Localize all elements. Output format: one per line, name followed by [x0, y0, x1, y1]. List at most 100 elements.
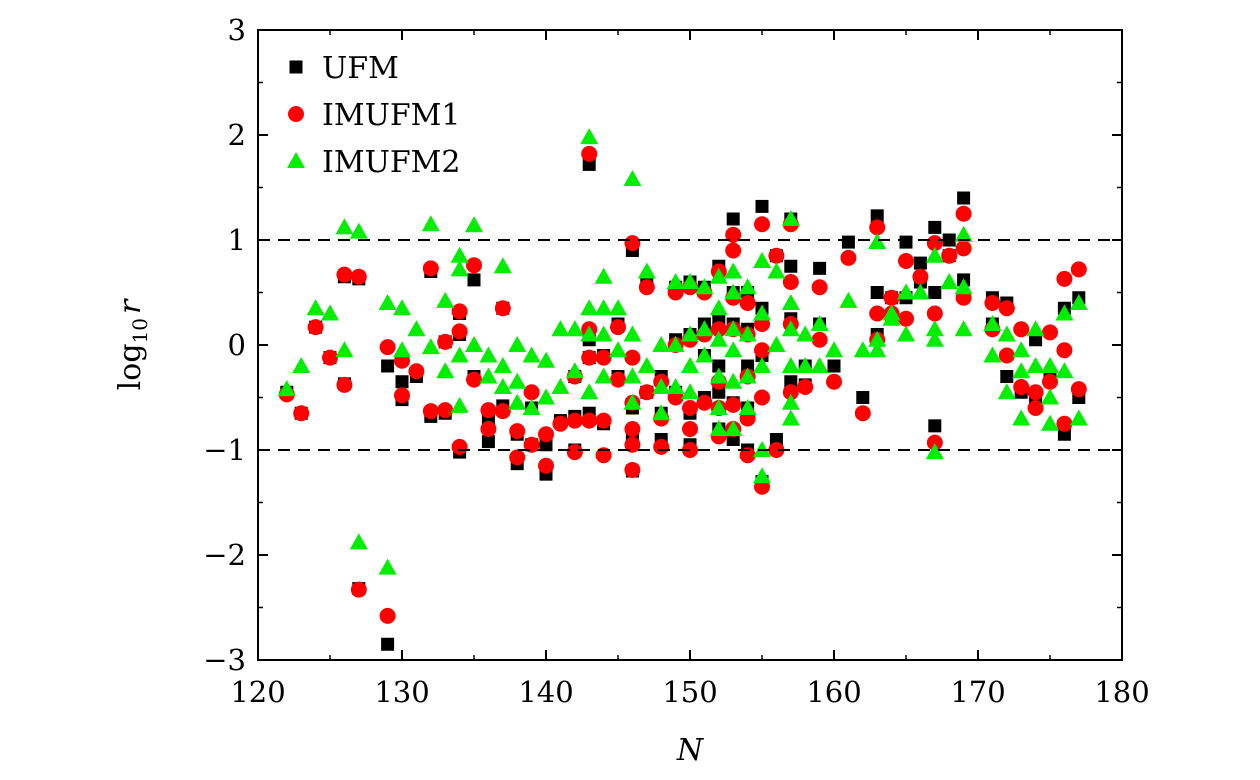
data-point-imufm2 [1012, 409, 1031, 426]
data-point-imufm2 [1041, 414, 1059, 431]
data-point-imufm1 [1042, 324, 1058, 341]
data-point-imufm2 [594, 267, 613, 284]
data-point-imufm2 [853, 341, 872, 358]
data-point-ufm [928, 286, 942, 299]
data-point-imufm1 [480, 402, 497, 419]
data-point-imufm1 [941, 247, 958, 264]
data-point-imufm1 [523, 436, 540, 453]
series-imufm1 [278, 145, 1087, 624]
data-point-imufm1 [595, 349, 612, 366]
data-point-imufm2 [594, 367, 613, 384]
data-point-imufm2 [565, 320, 584, 337]
data-point-imufm1 [797, 379, 814, 395]
x-tick-label: 120 [230, 675, 285, 709]
data-point-imufm1 [1056, 342, 1073, 359]
plot-markers [277, 128, 1088, 651]
data-point-imufm2 [983, 315, 1002, 331]
data-point-ufm [712, 359, 726, 373]
data-point-imufm1 [1056, 270, 1073, 287]
data-point-imufm1 [768, 442, 785, 458]
data-point-ufm [467, 273, 481, 287]
data-point-imufm2 [868, 330, 887, 347]
data-point-imufm2 [393, 299, 411, 316]
data-point-imufm2 [623, 367, 642, 384]
data-point-imufm1 [451, 438, 468, 455]
data-point-imufm1 [1013, 321, 1030, 338]
data-point-imufm1 [811, 279, 828, 296]
data-point-imufm1 [883, 289, 900, 306]
data-point-imufm2 [1041, 357, 1059, 373]
data-point-imufm1 [869, 305, 886, 322]
data-point-imufm1 [754, 389, 770, 406]
data-point-imufm1 [782, 384, 799, 401]
x-tick-label: 160 [806, 675, 861, 709]
data-point-imufm2 [565, 362, 584, 379]
data-point-imufm1 [509, 449, 526, 466]
data-point-imufm2 [637, 357, 656, 373]
data-point-imufm1 [624, 349, 641, 366]
data-point-imufm1 [754, 216, 770, 233]
data-point-imufm2 [652, 378, 671, 394]
data-point-imufm2 [522, 346, 541, 363]
data-point-imufm2 [781, 357, 800, 373]
data-point-imufm1 [638, 279, 655, 296]
data-point-imufm2 [1041, 388, 1059, 405]
data-point-imufm2 [1069, 294, 1088, 310]
data-point-imufm2 [868, 233, 887, 250]
data-point-imufm2 [493, 257, 512, 274]
data-point-imufm1 [984, 295, 1001, 311]
data-point-imufm2 [508, 393, 527, 410]
y-tick-label: 2 [228, 118, 246, 152]
data-point-imufm2 [681, 357, 699, 373]
data-point-imufm2 [277, 380, 296, 397]
data-point-imufm1 [1042, 373, 1058, 390]
data-point-ufm [481, 435, 495, 449]
data-point-imufm1 [422, 403, 439, 420]
data-point-imufm2 [839, 291, 858, 308]
data-point-ufm [841, 235, 855, 249]
data-point-imufm2 [882, 309, 901, 326]
data-point-imufm2 [781, 409, 800, 426]
data-point-imufm2 [709, 330, 728, 347]
data-point-imufm1 [624, 235, 641, 252]
data-point-imufm2 [724, 372, 743, 389]
data-point-imufm2 [666, 273, 685, 289]
data-point-imufm2 [594, 325, 613, 342]
data-point-imufm1 [998, 347, 1015, 364]
x-tick-label: 150 [662, 675, 717, 709]
data-point-imufm2 [925, 443, 944, 460]
data-point-imufm2 [997, 383, 1016, 400]
data-point-imufm1 [336, 266, 353, 283]
data-point-imufm1 [394, 387, 410, 404]
data-point-ufm [813, 261, 827, 275]
data-point-imufm2 [781, 393, 800, 410]
data-point-imufm1 [538, 426, 554, 443]
data-point-imufm1 [595, 412, 612, 429]
data-point-imufm2 [709, 267, 728, 284]
data-point-imufm2 [421, 338, 440, 355]
data-point-imufm2 [479, 367, 498, 384]
data-point-imufm2 [911, 283, 930, 300]
data-point-imufm2 [681, 383, 699, 400]
data-point-imufm2 [954, 320, 973, 337]
data-point-imufm2 [940, 273, 959, 289]
data-point-imufm2 [767, 262, 786, 279]
data-point-imufm1 [725, 242, 742, 259]
data-point-imufm1 [509, 423, 526, 440]
data-point-imufm1 [1027, 400, 1044, 416]
y-axis-label: log10 r [113, 298, 152, 390]
data-point-imufm2 [796, 357, 815, 373]
legend-marker-imufm1 [288, 106, 304, 122]
data-point-imufm2 [954, 278, 973, 295]
data-point-imufm2 [796, 325, 815, 342]
data-point-imufm2 [925, 330, 944, 347]
data-point-imufm1 [869, 219, 886, 236]
x-axis-label: N [676, 733, 705, 768]
data-point-imufm2 [652, 404, 671, 421]
data-point-imufm2 [450, 246, 469, 263]
y-tick-label: −1 [203, 433, 246, 467]
legend-marker-imufm2 [287, 152, 305, 168]
data-point-imufm2 [551, 320, 570, 337]
reference-lines [258, 239, 1122, 451]
